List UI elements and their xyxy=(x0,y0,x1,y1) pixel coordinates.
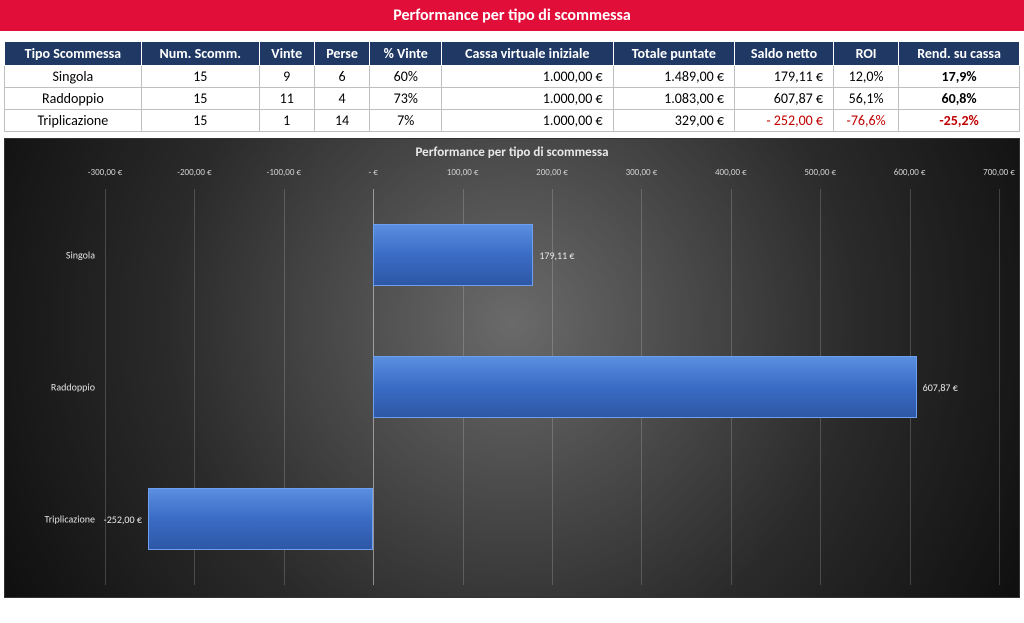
performance-table: Tipo ScommessaNum. Scomm.VintePerse% Vin… xyxy=(4,41,1020,132)
column-header: Rend. su cassa xyxy=(899,42,1020,66)
x-tick-label: -200,00 € xyxy=(177,167,211,178)
table-cell: 1.000,00 € xyxy=(441,66,613,88)
table-cell: 1 xyxy=(259,110,314,132)
table-cell: 15 xyxy=(141,66,259,88)
chart-plot-area: -300,00 €-200,00 €-100,00 €- €100,00 €20… xyxy=(105,189,999,585)
x-tick-label: 300,00 € xyxy=(626,167,658,178)
table-cell: 1.083,00 € xyxy=(613,88,734,110)
table-cell: 1.489,00 € xyxy=(613,66,734,88)
table-cell: 179,11 € xyxy=(735,66,834,88)
table-cell: Singola xyxy=(5,66,142,88)
performance-chart: Performance per tipo di scommessa -300,0… xyxy=(4,138,1020,598)
table-cell: 7% xyxy=(370,110,441,132)
table-cell: 329,00 € xyxy=(613,110,734,132)
x-tick-label: - € xyxy=(369,167,378,178)
column-header: Cassa virtuale iniziale xyxy=(441,42,613,66)
table-cell: -25,2% xyxy=(899,110,1020,132)
table-row: Singola159660%1.000,00 €1.489,00 €179,11… xyxy=(5,66,1020,88)
table-cell: 17,9% xyxy=(899,66,1020,88)
category-label: Raddoppio xyxy=(13,381,95,394)
column-header: Tipo Scommessa xyxy=(5,42,142,66)
chart-title: Performance per tipo di scommessa xyxy=(5,139,1019,160)
page-title: Performance per tipo di scommessa xyxy=(0,0,1024,31)
x-tick-label: 500,00 € xyxy=(804,167,836,178)
table-cell: 14 xyxy=(314,110,370,132)
x-tick-label: 400,00 € xyxy=(715,167,747,178)
table-header: Tipo ScommessaNum. Scomm.VintePerse% Vin… xyxy=(5,42,1020,66)
column-header: Perse xyxy=(314,42,370,66)
table-row: Raddoppio1511473%1.000,00 €1.083,00 €607… xyxy=(5,88,1020,110)
table-cell: 607,87 € xyxy=(735,88,834,110)
table-cell: 56,1% xyxy=(834,88,899,110)
column-header: % Vinte xyxy=(370,42,441,66)
table-cell: 15 xyxy=(141,110,259,132)
column-header: Num. Scomm. xyxy=(141,42,259,66)
table-cell: 60,8% xyxy=(899,88,1020,110)
category-label: Singola xyxy=(13,249,95,262)
table-row: Triplicazione151147%1.000,00 €329,00 €- … xyxy=(5,110,1020,132)
table-cell: 4 xyxy=(314,88,370,110)
x-tick-label: -100,00 € xyxy=(267,167,301,178)
gridline xyxy=(999,189,1000,585)
chart-bar xyxy=(373,224,533,286)
table-cell: 1.000,00 € xyxy=(441,88,613,110)
bar-value-label: 607,87 € xyxy=(923,381,958,394)
x-tick-label: -300,00 € xyxy=(88,167,122,178)
table-cell: 6 xyxy=(314,66,370,88)
table-cell: 9 xyxy=(259,66,314,88)
column-header: Totale puntate xyxy=(613,42,734,66)
bar-value-label: 179,11 € xyxy=(539,249,574,262)
table-cell: -76,6% xyxy=(834,110,899,132)
table-cell: - 252,00 € xyxy=(735,110,834,132)
column-header: Vinte xyxy=(259,42,314,66)
x-tick-label: 700,00 € xyxy=(983,167,1015,178)
x-tick-label: 600,00 € xyxy=(894,167,926,178)
table-cell: 15 xyxy=(141,88,259,110)
table-cell: 1.000,00 € xyxy=(441,110,613,132)
table-cell: Triplicazione xyxy=(5,110,142,132)
chart-bar xyxy=(373,356,916,418)
column-header: Saldo netto xyxy=(735,42,834,66)
x-tick-label: 200,00 € xyxy=(536,167,568,178)
category-label: Triplicazione xyxy=(13,513,95,526)
table-cell: 11 xyxy=(259,88,314,110)
chart-bar xyxy=(148,488,373,550)
table-cell: 12,0% xyxy=(834,66,899,88)
table-cell: 60% xyxy=(370,66,441,88)
table-cell: Raddoppio xyxy=(5,88,142,110)
table-cell: 73% xyxy=(370,88,441,110)
bar-value-label: -252,00 € xyxy=(104,513,142,526)
column-header: ROI xyxy=(834,42,899,66)
x-tick-label: 100,00 € xyxy=(447,167,479,178)
